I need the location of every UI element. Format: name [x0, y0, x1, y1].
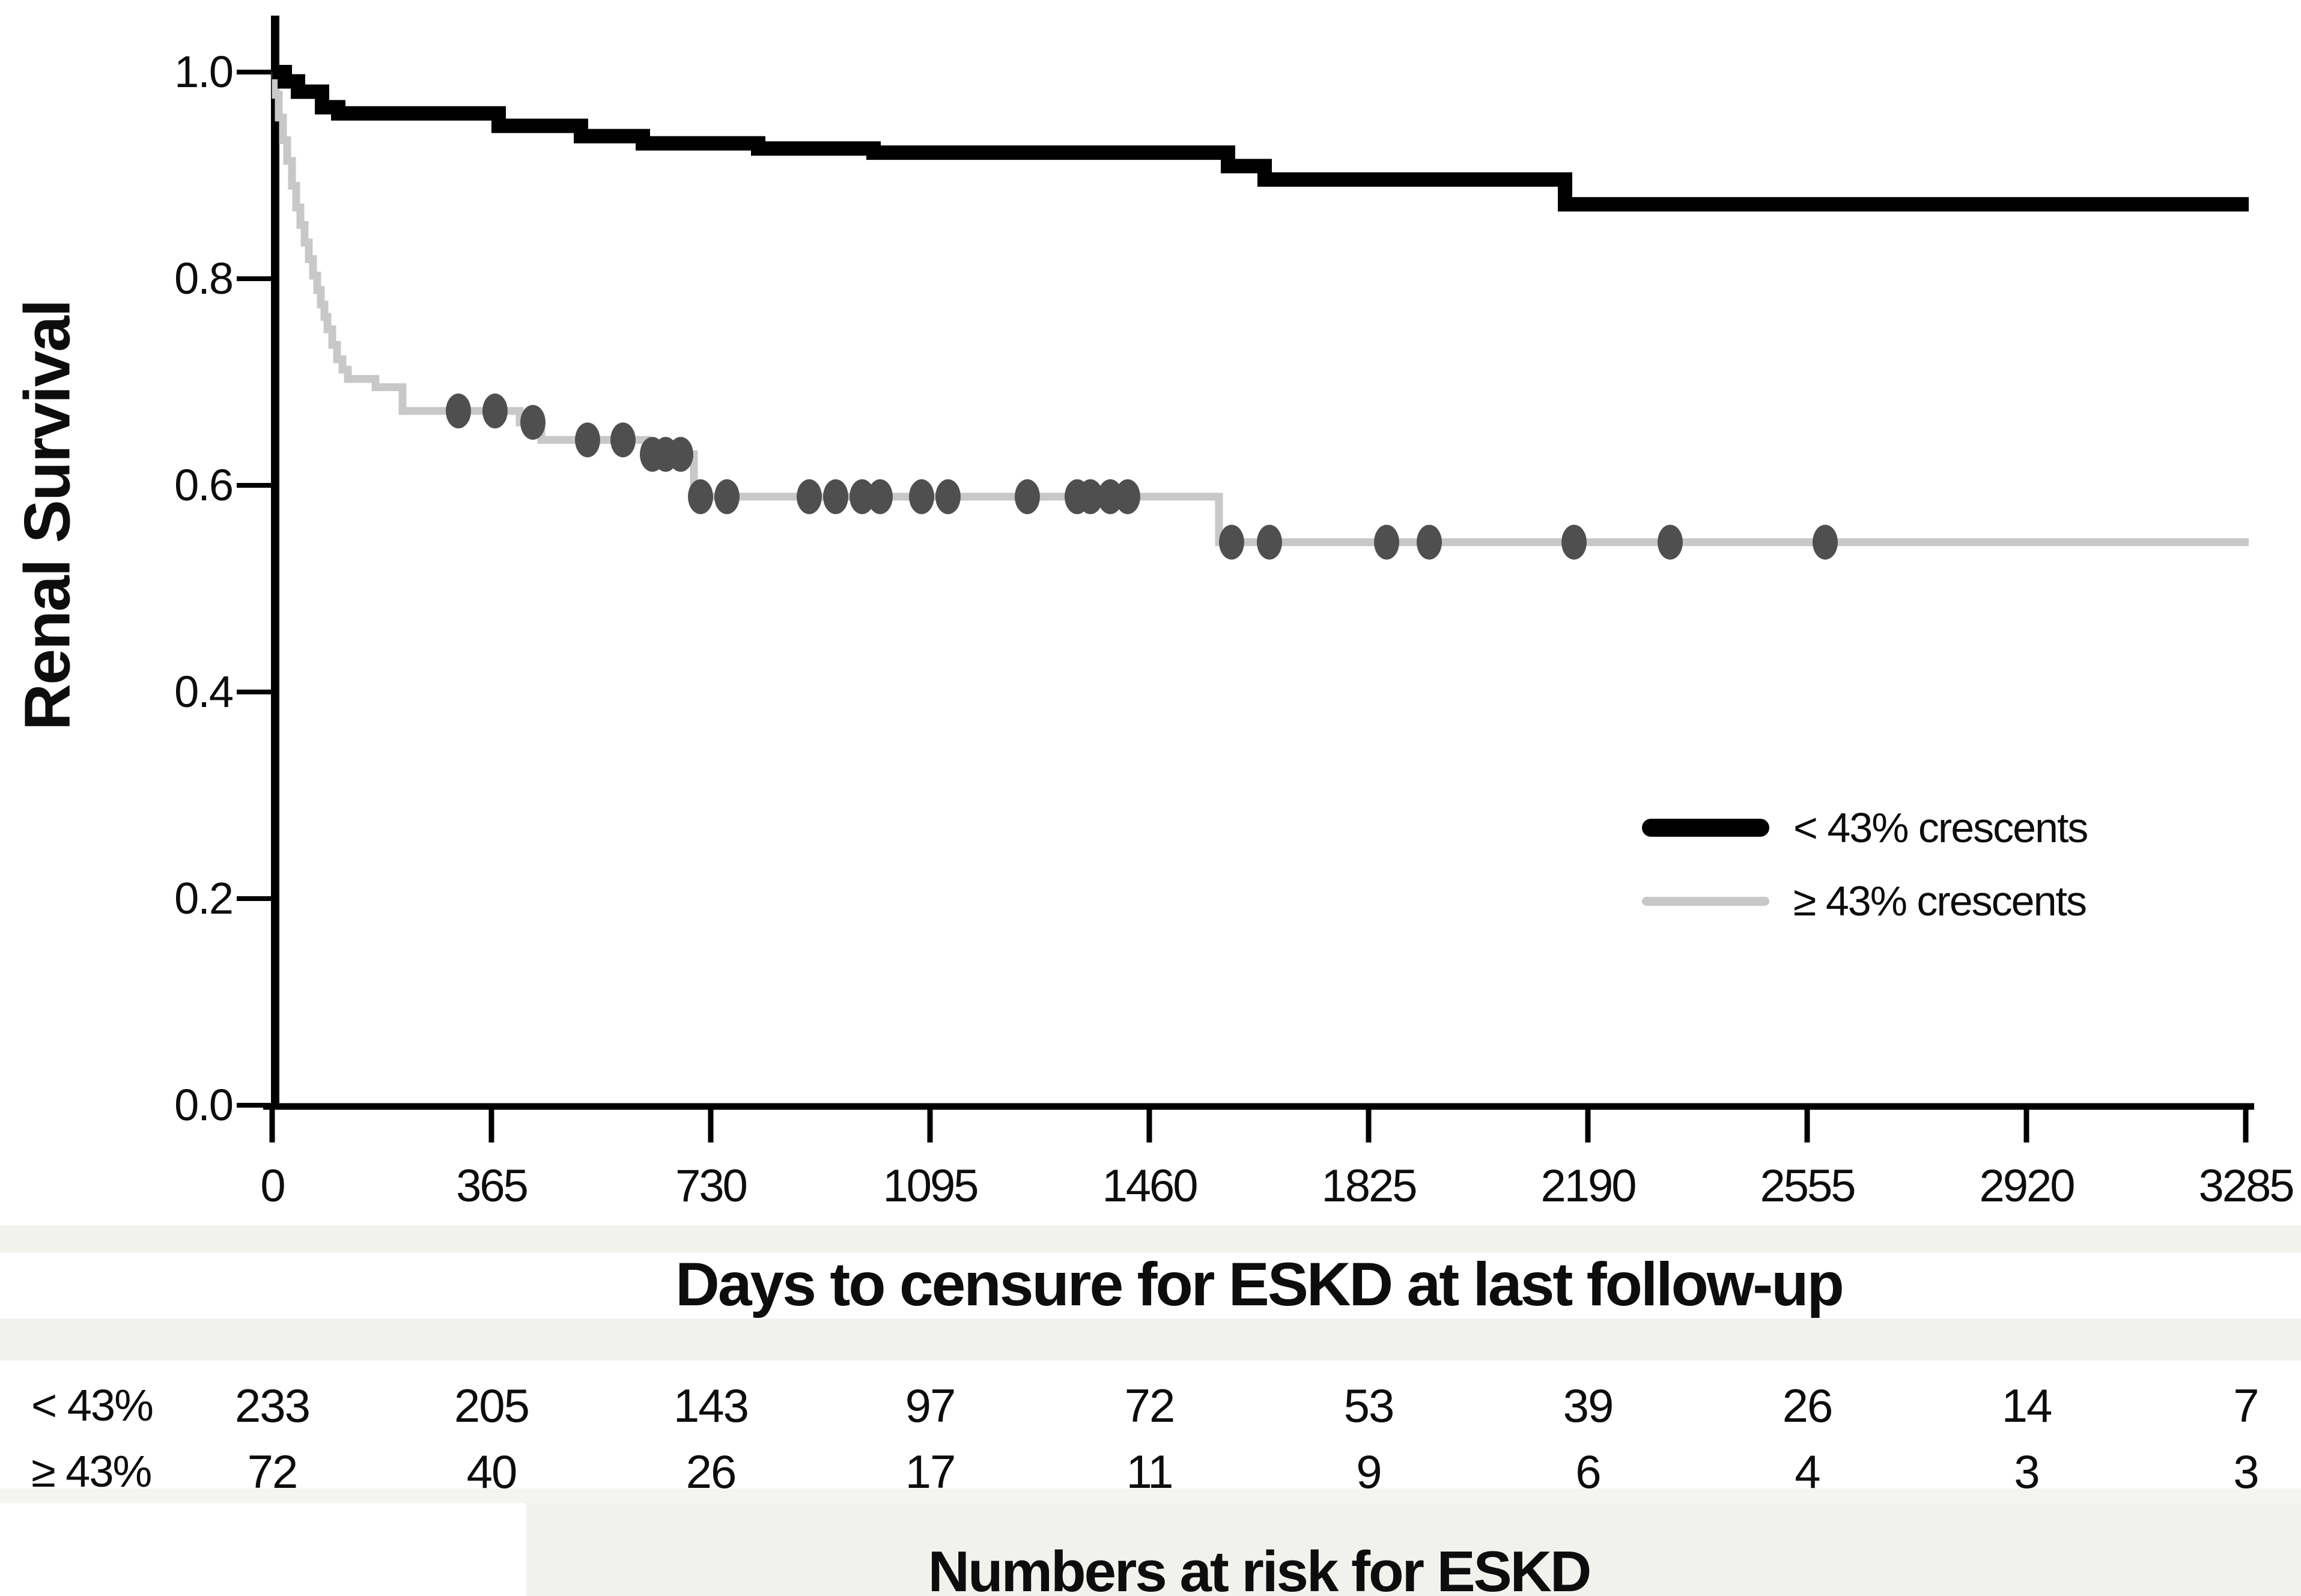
- risk-count: 11: [1126, 1445, 1174, 1498]
- x-tick-label: 2920: [1979, 1161, 2075, 1212]
- y-tick-label: 0.0: [174, 1080, 234, 1130]
- censor-mark: [868, 479, 893, 514]
- y-tick-label: 0.4: [174, 667, 234, 717]
- censor-mark: [1078, 479, 1103, 514]
- risk-title-band: [526, 1503, 2301, 1596]
- risk-count: 205: [454, 1379, 530, 1432]
- risk-count: 53: [1343, 1379, 1395, 1432]
- curve-lt43-crescents: [272, 65, 2249, 212]
- risk-count: 72: [1124, 1379, 1176, 1432]
- y-tick-label: 0.2: [174, 873, 234, 923]
- risk-count: 6: [1575, 1445, 1601, 1498]
- censor-mark: [909, 479, 934, 514]
- x-tick-label: 730: [675, 1161, 748, 1212]
- risk-count: 26: [1782, 1379, 1834, 1432]
- x-tick-label: 365: [456, 1161, 529, 1212]
- censor-mark: [1098, 479, 1123, 514]
- censor-mark: [1115, 479, 1140, 514]
- curve-ge43-crescents: [272, 68, 2249, 547]
- censor-mark: [1219, 524, 1244, 560]
- censor-mark: [610, 422, 636, 458]
- risk-count: 26: [685, 1445, 737, 1498]
- censor-mark: [1257, 524, 1282, 560]
- risk-count: 4: [1795, 1445, 1820, 1498]
- censor-mark: [668, 437, 693, 472]
- censor-mark: [1561, 524, 1587, 560]
- censor-mark: [1658, 524, 1683, 560]
- x-tick-label: 3285: [2198, 1161, 2294, 1212]
- risk-row-label: < 43%: [31, 1380, 154, 1430]
- risk-count: 39: [1563, 1379, 1614, 1432]
- risk-row-label: ≥ 43%: [31, 1446, 152, 1496]
- x-tick-label: 1460: [1102, 1161, 1198, 1212]
- xlabel-band-top: [0, 1225, 2301, 1252]
- x-tick-label: 2555: [1760, 1161, 1856, 1212]
- x-axis-title: Days to censure for ESKD at last follow-…: [675, 1250, 1844, 1318]
- censor-mark: [1015, 479, 1040, 514]
- x-tick-label: 1825: [1321, 1161, 1417, 1212]
- censor-mark: [850, 479, 875, 514]
- risk-count: 143: [673, 1379, 749, 1432]
- risk-count: 17: [905, 1445, 956, 1498]
- censor-mark: [935, 479, 961, 514]
- censor-mark: [1813, 524, 1838, 560]
- censor-mark: [797, 479, 822, 514]
- censor-mark: [520, 405, 546, 440]
- risk-count: 9: [1356, 1445, 1382, 1498]
- y-tick-label: 1.0: [174, 47, 234, 97]
- legend-label: < 43% crescents: [1793, 804, 2088, 851]
- table-band-strip: [0, 1488, 2301, 1503]
- censor-mark: [688, 479, 713, 514]
- risk-count: 97: [905, 1379, 956, 1432]
- legend-line-ge43: [1642, 897, 1769, 906]
- censor-mark: [1417, 524, 1442, 560]
- risk-count: 7: [2233, 1379, 2259, 1432]
- legend-label: ≥ 43% crescents: [1793, 878, 2087, 924]
- y-axis-title: Renal Survival: [10, 300, 84, 731]
- y-tick-label: 0.8: [174, 253, 234, 303]
- censor-mark: [823, 479, 848, 514]
- x-tick-label: 2190: [1540, 1161, 1637, 1212]
- censor-mark: [446, 393, 471, 429]
- censor-mark: [575, 422, 600, 458]
- risk-count: 14: [2001, 1379, 2053, 1432]
- risk-count: 72: [247, 1445, 299, 1498]
- censor-mark: [482, 393, 508, 429]
- x-tick-label: 0: [260, 1161, 285, 1212]
- y-tick-label: 0.6: [174, 460, 234, 510]
- risk-count: 3: [2233, 1445, 2259, 1498]
- risk-table-title: Numbers at risk for ESKD: [928, 1540, 1592, 1596]
- legend-line-lt43: [1642, 819, 1769, 837]
- censor-mark: [714, 479, 740, 514]
- censor-mark: [1374, 524, 1399, 560]
- risk-count: 3: [2014, 1445, 2040, 1498]
- xlabel-band-bottom: [0, 1318, 2301, 1361]
- x-tick-label: 1095: [883, 1161, 979, 1212]
- risk-count: 233: [234, 1379, 311, 1432]
- risk-count: 40: [466, 1445, 518, 1498]
